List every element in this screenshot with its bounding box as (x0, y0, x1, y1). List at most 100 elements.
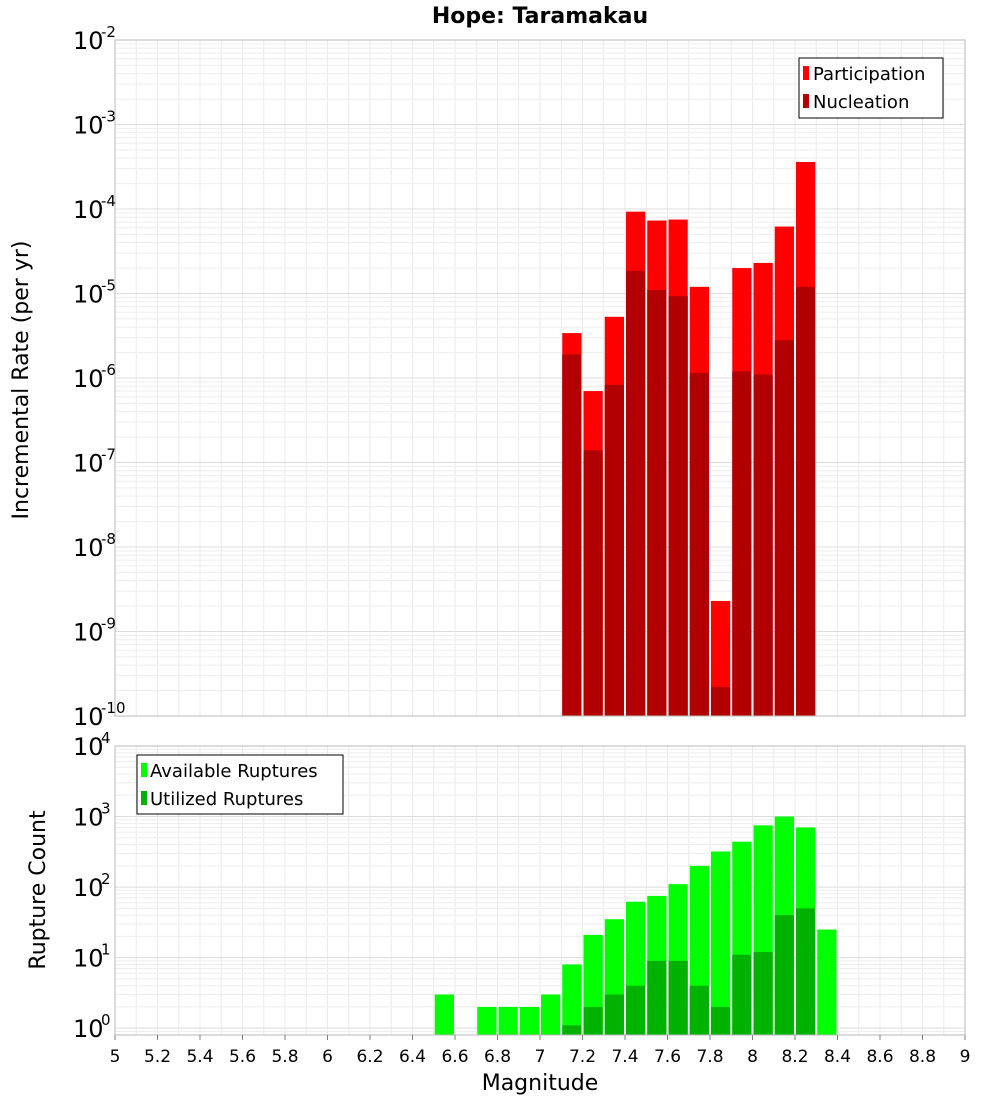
y-tick-label: 10 (73, 112, 104, 140)
count-plot-x-ticks: 5 5.2 5.4 5.6 5.8 6 6.2 6.4 6.6 6.8 7 7.2 7.4 7.6 7.8 8… (110, 1035, 971, 1067)
y-tick-exponent: 1 (101, 941, 111, 959)
bar-nucleation (626, 270, 646, 716)
bar-utilized-ruptures (647, 960, 667, 1035)
x-tick-label: 6.4 (399, 1047, 426, 1067)
bar-nucleation (668, 296, 688, 716)
x-tick-label: 8.6 (866, 1047, 893, 1067)
x-tick-label: 8.8 (909, 1047, 936, 1067)
y-tick-exponent: 2 (101, 870, 111, 888)
bar-utilized-ruptures (774, 915, 794, 1035)
bar-utilized-ruptures (796, 908, 816, 1035)
bar-utilized-ruptures (562, 1025, 582, 1035)
x-tick-label: 8 (747, 1047, 758, 1067)
x-tick-label: 5.4 (186, 1047, 213, 1067)
y-tick-label: 10 (73, 534, 104, 562)
y-tick-label: 10 (73, 450, 104, 478)
bar-nucleation (796, 286, 816, 716)
bar-available-ruptures (711, 851, 731, 1035)
x-tick-label: 8.4 (824, 1047, 851, 1067)
bar-available-ruptures (519, 1006, 539, 1035)
x-tick-label: 6.2 (356, 1047, 383, 1067)
x-tick-label: 5.2 (144, 1047, 171, 1067)
x-tick-label: 8.2 (781, 1047, 808, 1067)
bar-utilized-ruptures (626, 985, 646, 1035)
rate-plot-bars (562, 161, 816, 717)
x-tick-label: 7.2 (569, 1047, 596, 1067)
y-tick-label: 10 (73, 733, 104, 761)
bar-available-ruptures (477, 1006, 497, 1035)
count-plot-bars (434, 816, 837, 1035)
bar-available-ruptures (434, 994, 454, 1035)
bar-nucleation (753, 374, 773, 716)
y-tick-exponent: -5 (101, 277, 116, 295)
y-tick-exponent: 0 (101, 1011, 111, 1029)
x-tick-label: 7.4 (611, 1047, 638, 1067)
bar-utilized-ruptures (732, 954, 752, 1035)
bar-nucleation (647, 290, 667, 716)
rate-plot-legend-box (798, 57, 944, 119)
count-plot-legend-box (136, 754, 344, 815)
x-tick-label: 5.6 (229, 1047, 256, 1067)
bar-nucleation (604, 384, 624, 716)
y-tick-label: 10 (73, 804, 104, 832)
bar-nucleation (732, 371, 752, 716)
y-tick-label: 10 (73, 281, 104, 309)
count-plot-legend: Available Ruptures Utilized Ruptures (136, 754, 344, 815)
bar-utilized-ruptures (753, 952, 773, 1035)
chart-title: Hope: Taramakau (432, 4, 648, 29)
legend-label-utilized: Utilized Ruptures (150, 789, 303, 810)
y-tick-exponent: 3 (101, 800, 111, 818)
bar-utilized-ruptures (604, 994, 624, 1035)
x-tick-label: 6.8 (484, 1047, 511, 1067)
y-tick-label: 10 (73, 196, 104, 224)
rate-plot-y-label: Incremental Rate (per yr) (9, 241, 34, 520)
x-tick-label: 5.8 (271, 1047, 298, 1067)
legend-swatch-participation (803, 66, 809, 80)
legend-swatch-nucleation (803, 94, 809, 108)
bar-utilized-ruptures (711, 1006, 731, 1035)
y-tick-exponent: -4 (101, 192, 116, 210)
y-tick-exponent: -6 (101, 361, 116, 379)
y-tick-exponent: -3 (101, 108, 116, 126)
x-tick-label: 7.8 (696, 1047, 723, 1067)
x-tick-label: 6.6 (441, 1047, 468, 1067)
x-tick-label: 7 (535, 1047, 546, 1067)
rate-plot-grid (114, 39, 966, 717)
bar-nucleation (562, 354, 582, 716)
y-tick-exponent: -7 (101, 446, 116, 464)
rate-plot-frame (114, 39, 966, 717)
y-tick-label: 10 (73, 703, 104, 731)
bar-utilized-ruptures (689, 985, 709, 1035)
x-axis-label: Magnitude (482, 1071, 599, 1096)
y-tick-label: 10 (73, 365, 104, 393)
x-tick-label: 7.6 (654, 1047, 681, 1067)
bar-nucleation (711, 687, 731, 716)
y-tick-label: 10 (73, 1015, 104, 1043)
count-plot-y-label: Rupture Count (26, 810, 51, 970)
y-tick-label: 10 (73, 945, 104, 973)
y-tick-label: 10 (73, 619, 104, 647)
bar-nucleation (774, 340, 794, 716)
legend-label-available: Available Ruptures (150, 761, 318, 782)
x-tick-label: 9 (960, 1047, 971, 1067)
bar-utilized-ruptures (668, 960, 688, 1035)
y-tick-label: 10 (73, 874, 104, 902)
legend-label-participation: Participation (813, 64, 925, 85)
bar-available-ruptures (541, 994, 561, 1035)
bar-available-ruptures (562, 964, 582, 1035)
y-tick-exponent: -9 (101, 615, 116, 633)
y-tick-exponent: 4 (101, 729, 111, 747)
y-tick-exponent: -8 (101, 530, 116, 548)
legend-label-nucleation: Nucleation (813, 92, 909, 113)
bar-nucleation (583, 450, 603, 716)
bar-available-ruptures (817, 929, 837, 1035)
rate-plot-legend: Participation Nucleation (798, 57, 944, 119)
legend-swatch-utilized (141, 791, 147, 805)
bar-nucleation (689, 372, 709, 716)
bar-utilized-ruptures (583, 1006, 603, 1035)
x-tick-label: 5 (110, 1047, 121, 1067)
